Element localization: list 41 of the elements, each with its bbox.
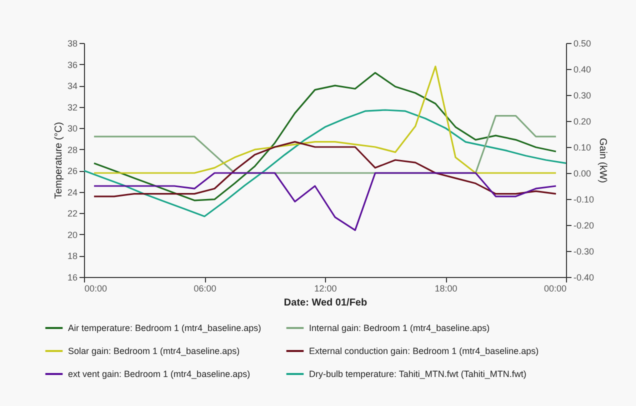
y-tick-label: 38: [67, 38, 78, 48]
legend-label: Internal gain: Bedroom 1 (mtr4_baseline.aps): [309, 323, 490, 333]
x-tick-label: 06:00: [194, 284, 216, 294]
y2-tick-label: 0.40: [574, 64, 592, 74]
legend-label: ext vent gain: Bedroom 1 (mtr4_baseline.aps): [68, 369, 250, 379]
y-tick-label: 30: [67, 124, 78, 134]
y2-axis-title: Gain (kW): [597, 138, 608, 183]
y-tick-label: 16: [67, 272, 78, 282]
legend-label: Air temperature: Bedroom 1 (mtr4_baseline.aps): [68, 323, 262, 333]
x-tick-label: 18:00: [434, 284, 458, 294]
y2-tick-label: 0.30: [574, 90, 592, 100]
x-tick-label: 00:00: [544, 284, 566, 294]
y-tick-label: 20: [67, 230, 78, 240]
y-tick-label: 22: [67, 208, 78, 219]
y-tick-label: 28: [67, 144, 78, 155]
legend-label: External conduction gain: Bedroom 1 (mtr4_baseline.aps): [309, 346, 539, 356]
line-series: [93, 172, 557, 231]
line-series: [84, 109, 566, 218]
y2-tick-label: -0.10: [574, 194, 594, 204]
y2-tick-label: -0.20: [574, 220, 594, 230]
y-tick-label: 32: [67, 102, 78, 112]
line-series: [93, 72, 557, 202]
y2-tick-label: 0.10: [574, 142, 592, 152]
y2-tick-label: -0.30: [574, 246, 594, 256]
y2-tick-label: 0.50: [574, 38, 592, 48]
x-tick-label: 12:00: [314, 284, 337, 294]
y2-tick-label: -0.40: [574, 272, 594, 282]
x-axis-title: Date: Wed 01/Feb: [284, 298, 368, 308]
y2-tick-label: 0.20: [574, 116, 592, 126]
x-tick-label: 00:00: [84, 284, 108, 294]
y-tick-label: 18: [67, 251, 78, 262]
line-series: [93, 141, 557, 198]
y-tick-label: 34: [67, 81, 78, 92]
y2-tick-label: 0.00: [574, 168, 592, 178]
y-tick-label: 36: [67, 60, 78, 70]
legend-label: Dry-bulb temperature: Tahiti_MTN.fwt (Tahiti_MTN.fwt): [309, 369, 526, 379]
line-series: [93, 66, 557, 174]
y-axis-title: Temperature (°C): [53, 122, 64, 199]
legend-label: Solar gain: Bedroom 1 (mtr4_baseline.aps): [68, 346, 240, 356]
y-tick-label: 24: [67, 187, 78, 198]
y-tick-label: 26: [67, 166, 78, 176]
